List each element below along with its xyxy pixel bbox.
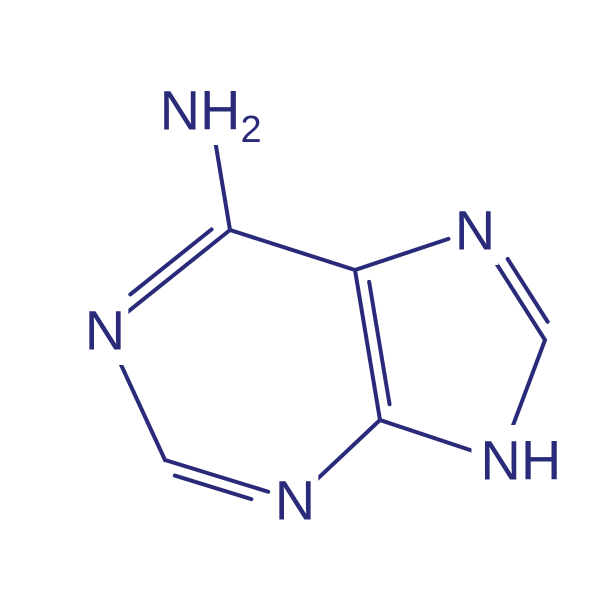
bond-C2-N3-inner [175,476,251,500]
bond-N1-C6 [127,230,230,313]
bond-C4-C5-inner [369,282,389,404]
bond-C5-N7 [355,239,448,270]
bond-N9-C4 [380,420,473,451]
atom-label-N3: N [275,469,315,532]
bond-N1-C2 [117,355,165,460]
molecule-diagram: NNNNHNH2 [0,0,600,600]
atom-label-N1: N [85,299,125,362]
bond-N1-C6-inner [130,229,211,294]
bond-N7-C8 [490,254,545,340]
bond-C4-C5 [355,270,380,420]
atom-label-N9: NH [480,429,561,492]
bond-C5-C6 [230,230,355,270]
bond-C8-N9 [510,340,545,434]
bond-C6-N10 [215,138,230,230]
atom-label-N7: N [455,199,495,262]
atoms-layer: NNNNHNH2 [82,75,562,535]
bond-N3-C4 [315,420,380,481]
